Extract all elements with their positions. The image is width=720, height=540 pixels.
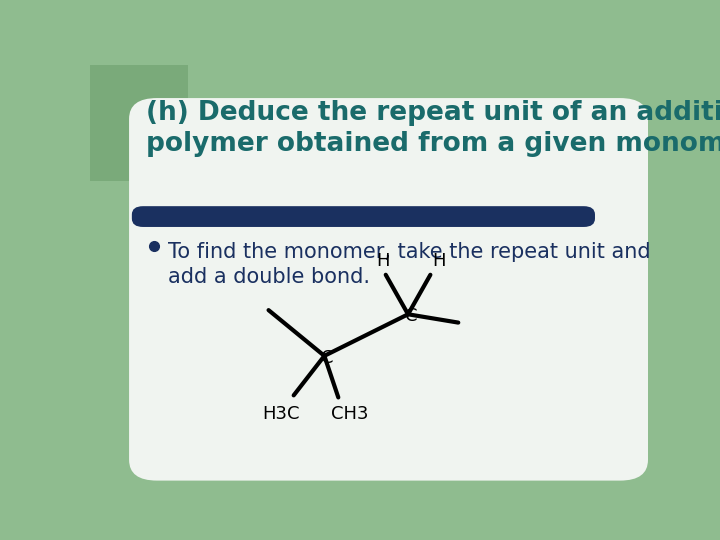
FancyBboxPatch shape — [132, 206, 595, 227]
Text: H3C: H3C — [262, 405, 300, 423]
Text: C: C — [321, 349, 333, 367]
Text: CH3: CH3 — [330, 405, 368, 423]
Text: C: C — [405, 307, 417, 326]
Text: H: H — [432, 252, 446, 270]
FancyBboxPatch shape — [90, 65, 188, 181]
FancyBboxPatch shape — [129, 98, 648, 481]
Text: To find the monomer, take the repeat unit and
add a double bond.: To find the monomer, take the repeat uni… — [168, 241, 651, 287]
Text: H: H — [376, 252, 390, 270]
Text: (h) Deduce the repeat unit of an addition
polymer obtained from a given monomer.: (h) Deduce the repeat unit of an additio… — [145, 100, 720, 157]
FancyBboxPatch shape — [90, 65, 648, 481]
